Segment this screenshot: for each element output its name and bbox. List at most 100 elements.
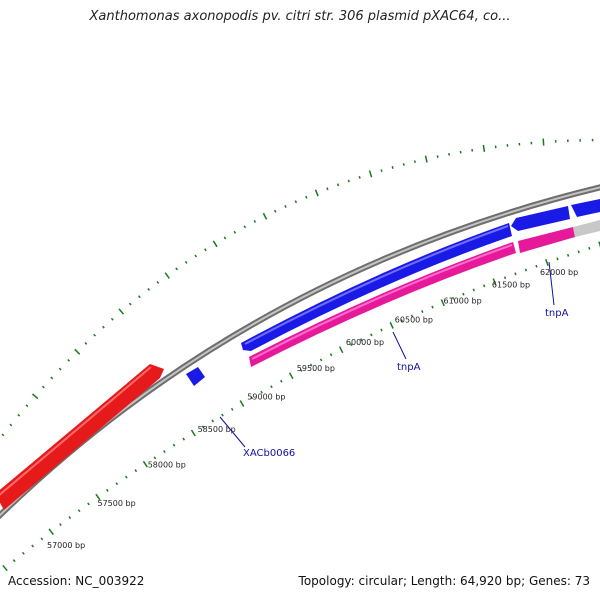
inner-tick <box>598 241 600 248</box>
outer-tick <box>402 163 405 166</box>
inner-tick <box>95 493 101 501</box>
outer-tick <box>305 195 308 199</box>
inner-tick <box>329 353 333 357</box>
outer-tick <box>380 169 383 173</box>
inner-tick <box>421 310 424 313</box>
blue-feature-arrow <box>241 223 512 351</box>
inner-tick <box>482 284 486 288</box>
outer-tick <box>41 385 45 389</box>
gene-label-XACb0066: XACb0066 <box>243 448 295 459</box>
inner-tick <box>370 333 373 337</box>
outer-tick <box>326 187 329 191</box>
gene-label-tnpA-1: tnpA <box>397 362 421 373</box>
inner-tick <box>360 338 363 342</box>
scale-label: 59500 bp <box>297 364 335 373</box>
inner-tick <box>40 537 44 541</box>
outer-tick <box>223 236 227 240</box>
inner-tick <box>172 443 176 447</box>
outer-tick <box>25 404 29 408</box>
inner-tick <box>431 305 434 309</box>
outer-tick <box>102 325 105 329</box>
gene-tnpA-2-arrow <box>518 227 575 253</box>
outer-tick <box>448 152 451 156</box>
inner-tick <box>221 413 224 417</box>
inner-tick <box>319 358 323 362</box>
outer-tick <box>284 205 287 208</box>
outer-tick <box>74 348 81 355</box>
scale-label: 60000 bp <box>346 338 384 347</box>
outer-tick <box>413 160 416 164</box>
outer-tick <box>84 341 88 345</box>
outer-tick <box>347 179 350 183</box>
outer-tick <box>233 230 237 234</box>
accession-text: Accession: NC_003922 <box>8 574 145 588</box>
outer-tick <box>138 295 141 299</box>
blue-feature-highlight <box>244 225 509 345</box>
inner-tick <box>299 368 303 372</box>
inner-tick <box>503 276 507 280</box>
inner-tick <box>535 264 538 268</box>
outer-tick <box>9 423 13 427</box>
inner-tick <box>410 314 414 318</box>
outer-tick <box>93 333 97 337</box>
inner-tick <box>577 250 580 254</box>
inner-tick <box>115 482 119 486</box>
outer-tick <box>436 155 439 158</box>
inner-tick <box>142 460 148 468</box>
outer-tick <box>368 170 373 178</box>
outer-tick <box>204 248 207 252</box>
inner-tick <box>260 390 263 394</box>
inner-tick <box>163 450 166 453</box>
scale-label: 62000 bp <box>540 268 578 277</box>
outer-tick <box>482 144 486 153</box>
map-title: Xanthomonas axonopodis pv. citri str. 30… <box>89 9 511 24</box>
gene-tnpA-1-arrow <box>249 242 516 367</box>
outer-tick <box>542 138 545 146</box>
inner-tick <box>250 396 254 400</box>
inner-tick <box>31 544 34 548</box>
inner-tick <box>48 528 54 535</box>
scale-label: 61000 bp <box>444 297 482 306</box>
outer-tick <box>118 308 125 315</box>
outer-tick <box>243 225 247 229</box>
inner-tick <box>380 328 383 332</box>
inner-tick <box>230 407 234 411</box>
outer-tick <box>358 175 361 179</box>
outer-tick <box>147 288 150 291</box>
inner-tick <box>59 523 62 527</box>
outer-tick <box>336 183 340 187</box>
inner-tick <box>524 268 528 272</box>
outer-tick <box>50 376 54 380</box>
scale-label: 57500 bp <box>98 499 136 508</box>
outer-tick <box>212 240 218 248</box>
leader-line-tnpA-2 <box>548 261 555 306</box>
inner-tick <box>201 425 205 429</box>
outer-tick <box>424 155 428 163</box>
inner-tick <box>22 551 25 555</box>
inner-tick <box>288 372 294 380</box>
inner-tick <box>588 246 591 250</box>
outer-tick <box>294 200 298 204</box>
inner-tick <box>239 400 245 407</box>
outer-tick <box>175 267 179 271</box>
inner-tick-ring <box>2 241 600 572</box>
outer-tick <box>1 433 5 437</box>
inner-tick <box>77 509 81 513</box>
inner-tick <box>451 296 455 300</box>
inner-tick <box>338 346 344 354</box>
blue-feature-3-arrow <box>571 199 600 217</box>
scale-label: 58500 bp <box>198 425 236 434</box>
scale-label: 59000 bp <box>247 393 285 402</box>
outer-tick <box>58 367 62 371</box>
outer-tick-ring <box>1 138 594 437</box>
outer-tick <box>274 209 277 213</box>
outer-tick <box>110 317 114 321</box>
outer-tick <box>156 280 160 284</box>
inner-tick <box>492 278 497 286</box>
inner-tick <box>545 258 549 267</box>
inner-tick <box>68 516 72 520</box>
inner-tick <box>182 437 186 441</box>
scale-label: 58000 bp <box>148 460 186 469</box>
red-feature-highlight <box>0 366 152 496</box>
